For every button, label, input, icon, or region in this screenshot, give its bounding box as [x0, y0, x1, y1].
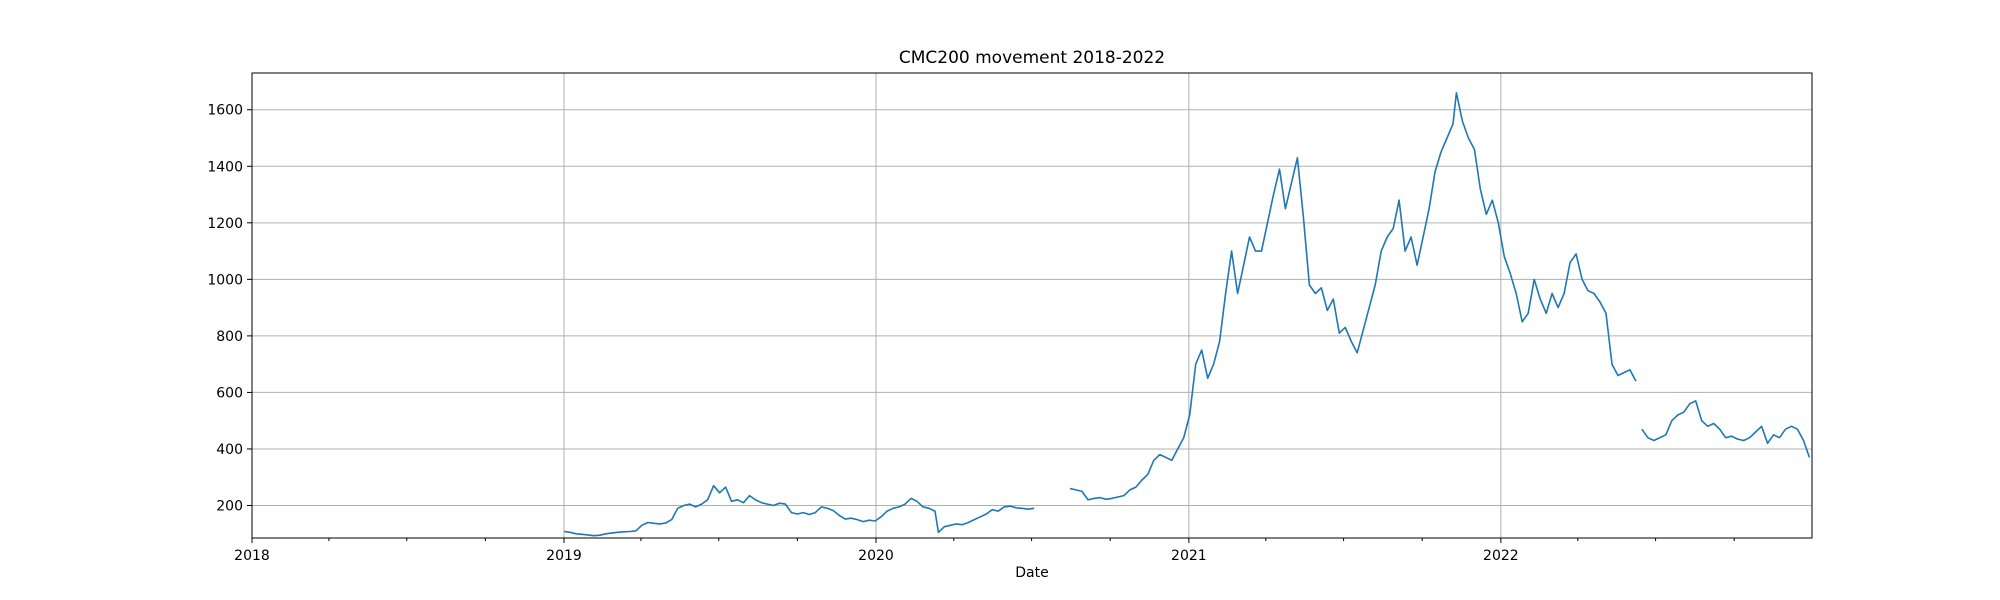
series-layer — [563, 92, 1811, 537]
series-line-segment — [1069, 92, 1637, 501]
x-tick-label: 2019 — [546, 548, 582, 564]
x-tick-label: 2022 — [1483, 548, 1519, 564]
y-tick-label: 600 — [216, 385, 243, 401]
series-line-segment — [563, 484, 1035, 537]
y-tick-label: 800 — [216, 329, 243, 345]
y-tick-label: 1200 — [207, 216, 243, 232]
grid-layer — [252, 73, 1812, 538]
x-tick-label: 2021 — [1171, 548, 1207, 564]
series-line-segment — [1641, 400, 1811, 458]
tick-layer: 200 400 600 800 1000 1200 1400 1600 2018 2019 2020… — [207, 103, 1735, 564]
y-tick-label: 200 — [216, 498, 243, 514]
y-tick-label: 400 — [216, 442, 243, 458]
chart-title: CMC200 movement 2018-2022 — [899, 48, 1165, 68]
x-axis-title: Date — [1015, 565, 1048, 581]
x-tick-label: 2018 — [234, 548, 270, 564]
y-tick-label: 1600 — [207, 103, 243, 119]
y-tick-label: 1000 — [207, 272, 243, 288]
x-tick-label: 2020 — [858, 548, 894, 564]
y-tick-label: 1400 — [207, 159, 243, 175]
